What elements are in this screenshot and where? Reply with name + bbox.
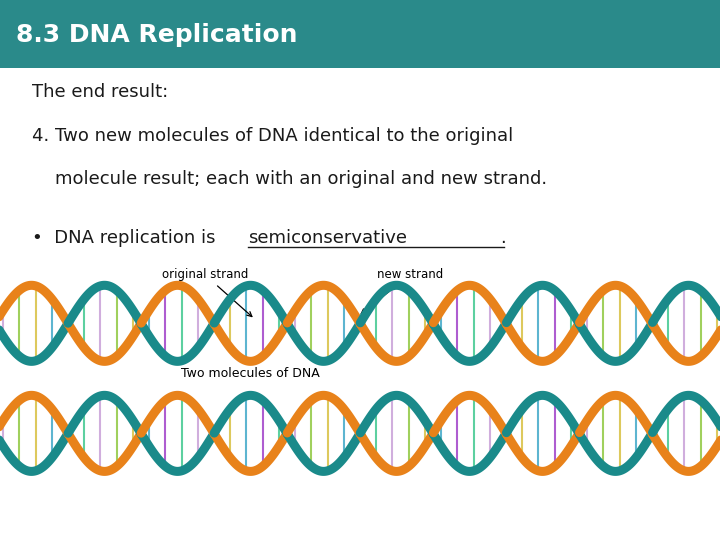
Text: The end result:: The end result: (32, 83, 168, 102)
Text: molecule result; each with an original and new strand.: molecule result; each with an original a… (32, 170, 547, 188)
Text: Two molecules of DNA: Two molecules of DNA (181, 367, 320, 380)
Text: semiconservative: semiconservative (248, 229, 408, 247)
Text: .: . (500, 229, 506, 247)
Text: new strand: new strand (361, 268, 443, 314)
Text: 4. Two new molecules of DNA identical to the original: 4. Two new molecules of DNA identical to… (32, 126, 513, 145)
Text: •  DNA replication is: • DNA replication is (32, 229, 222, 247)
Text: 8.3 DNA Replication: 8.3 DNA Replication (16, 23, 297, 47)
Text: original strand: original strand (162, 268, 252, 316)
